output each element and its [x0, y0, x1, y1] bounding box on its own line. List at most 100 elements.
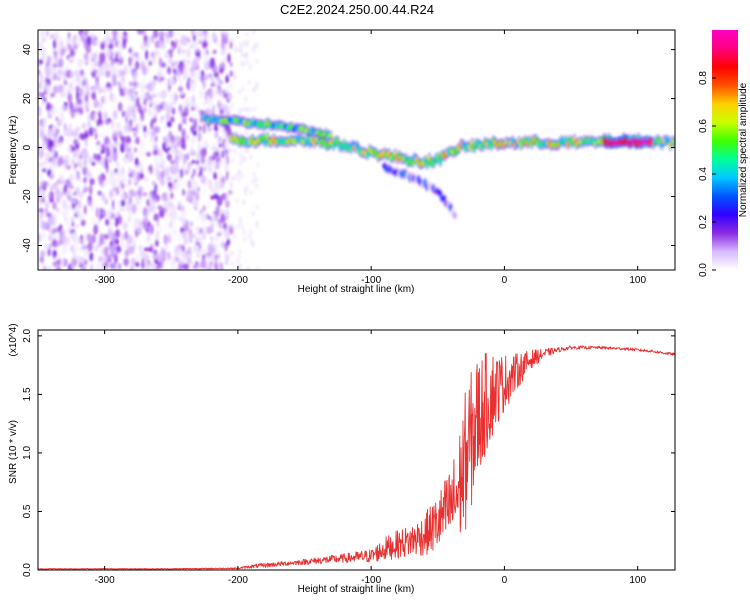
spectrogram-noise-blob [130, 93, 134, 102]
spectrogram-noise-blob [64, 245, 69, 253]
spectrogram-noise-blob [245, 266, 249, 270]
spectrogram-noise-blob [142, 67, 147, 76]
spectrogram-noise-blob [79, 236, 82, 245]
spectrogram-noise-blob [54, 30, 59, 39]
spectrogram-noise-blob [129, 88, 135, 95]
spectrogram-noise-blob [193, 57, 199, 68]
spectrogram-noise-blob [208, 100, 212, 112]
spectrogram-noise-blob [158, 57, 163, 67]
spectrogram-noise-blob [182, 188, 186, 196]
spectrogram-noise-blob [133, 147, 138, 153]
spectrogram-noise-blob [217, 86, 222, 95]
spectrogram-noise-blob [44, 76, 48, 84]
spectrogram-noise-blob [75, 101, 79, 112]
spectrogram-noise-blob [76, 255, 81, 265]
spectrogram-noise-blob [128, 235, 133, 245]
spectrogram-noise-blob [243, 236, 247, 242]
spectrogram-noise-blob [140, 82, 144, 94]
spectrogram-noise-blob [52, 260, 58, 268]
spectrogram-noise-blob [127, 142, 133, 149]
spectrogram-noise-blob [234, 47, 238, 53]
spectrogram-noise-blob [61, 198, 67, 209]
spectrogram-noise-blob [108, 244, 113, 250]
spectrogram-noise-blob [130, 107, 136, 116]
spectrogram-noise-blob [174, 93, 178, 102]
spectrogram-noise-blob [92, 72, 96, 78]
spectrogram-noise-blob [52, 201, 57, 210]
spectrogram-noise-blob [169, 93, 173, 101]
spectrogram-frame [37, 29, 676, 271]
spectrogram-noise-blob [79, 88, 84, 95]
spectrogram-noise-blob [170, 116, 175, 123]
spectrogram-noise-blob [114, 57, 118, 63]
spectrogram-noise-blob [211, 89, 218, 97]
spectrogram-noise-blob [101, 209, 105, 216]
spectrogram-noise-blob [38, 150, 42, 162]
spectrogram-noise-blob [41, 99, 45, 107]
spectrogram-noise-blob [47, 265, 52, 270]
spectrogram-noise-blob [226, 238, 231, 247]
spectrogram-noise-blob [44, 67, 49, 74]
spectrogram-noise-blob [166, 120, 172, 128]
spectrogram-noise-blob [61, 247, 66, 256]
spectrogram-noise-blob [93, 244, 99, 252]
snr-y-tick-label: 0.5 [22, 504, 33, 518]
spectrogram-noise-blob [139, 109, 145, 115]
spectrogram-noise-blob [146, 234, 151, 243]
spectrogram-noise-blob [72, 36, 76, 47]
spectrogram-noise-blob [84, 30, 89, 36]
colorbar-gradient [712, 30, 738, 270]
spectrogram-noise-blob [70, 265, 76, 270]
spectrogram-noise-blob [65, 155, 70, 166]
spectrogram-noise-blob [167, 81, 171, 93]
spectrogram-noise-blob [221, 32, 225, 43]
spectrogram-noise-blob [178, 79, 183, 85]
spectrogram-noise-blob [101, 192, 105, 201]
spectrogram-noise-blob [152, 128, 155, 137]
spectrogram-noise-blob [203, 74, 209, 81]
spectrogram-noise-blob [85, 168, 90, 174]
spectrogram-noise-blob [159, 260, 164, 269]
spectrogram-noise-blob [115, 122, 121, 127]
spectrogram-noise-blob [65, 139, 69, 145]
spectrogram-noise-blob [186, 60, 191, 65]
spectrogram-noise-blob [121, 69, 127, 75]
spectrogram-noise-blob [206, 254, 210, 262]
spectrogram-noise-blob [38, 81, 42, 90]
spectrogram-noise-blob [96, 145, 102, 152]
spectrogram-noise-blob [40, 231, 47, 240]
spectrogram-noise-blob [148, 82, 152, 92]
spectrogram-noise-blob [211, 188, 216, 195]
spectrogram-noise-blob [185, 229, 189, 240]
spectrogram-noise-blob [154, 40, 161, 49]
spectrogram-noise-blob [120, 192, 126, 200]
spectrogram-noise-blob [93, 113, 97, 124]
spectrogram-noise-blob [53, 39, 57, 50]
spectrogram-noise-blob [110, 248, 114, 256]
spectrogram-noise-blob [179, 37, 184, 47]
spectrogram-noise-blob [103, 94, 108, 105]
spectrogram-noise-blob [122, 136, 128, 143]
spectrogram-noise-blob [135, 261, 140, 267]
spectrogram-noise-blob [131, 117, 137, 123]
spectrogram-noise-blob [62, 242, 66, 248]
spectrogram-noise-blob [118, 130, 123, 138]
spectrogram-noise-blob [145, 261, 151, 270]
spectrogram-noise-blob [245, 39, 249, 45]
spectrogram-noise-blob [135, 55, 140, 61]
spectrogram-noise-blob [80, 265, 87, 270]
spectrogram-noise-blob [198, 249, 202, 254]
spectrogram-noise-blob [111, 112, 115, 117]
spectrogram-noise-blob [153, 30, 159, 39]
spectrogram-noise-blob [86, 242, 93, 252]
spectrogram-noise-blob [109, 218, 116, 225]
spectrogram-noise-blob [59, 155, 64, 166]
spectrogram-noise-blob [38, 207, 45, 213]
spectrogram-noise-blob [219, 63, 224, 70]
spectrogram-noise-blob [165, 112, 171, 122]
spectrogram-noise-blob [60, 258, 66, 266]
spectrogram-noise-blob [85, 45, 91, 54]
spectrogram-noise-blob [155, 238, 159, 247]
spectrogram-noise-blob [39, 250, 46, 258]
spectrogram-noise-blob [167, 182, 173, 188]
